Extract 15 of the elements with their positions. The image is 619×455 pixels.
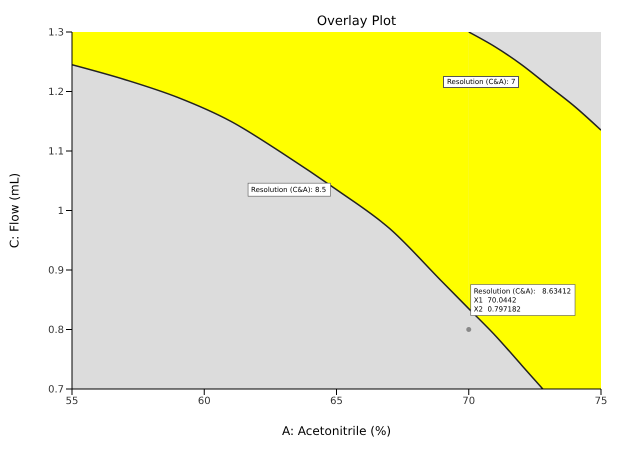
x-tick-label: 55 <box>66 396 78 408</box>
chart-title: Overlay Plot <box>316 14 398 29</box>
y-tick-label: 1.3 <box>48 28 64 39</box>
y-tick-label: 0.9 <box>48 266 64 277</box>
x-tick-label: 65 <box>330 396 343 408</box>
y-axis-title: C: Flow (mL) <box>7 172 22 248</box>
y-tick-label: 0.7 <box>48 384 64 396</box>
y-tick-label: 0.8 <box>48 325 64 336</box>
y-tick-label: 1.1 <box>48 146 64 158</box>
x-tick-label: 60 <box>198 396 211 408</box>
x-axis-title: A: Acetonitrile (%) <box>282 424 392 438</box>
y-tick-label: 1 <box>58 206 64 218</box>
y-tick-label: 1.2 <box>48 87 64 98</box>
x-tick-label: 75 <box>594 396 608 408</box>
x-tick-label: 70 <box>462 396 476 408</box>
